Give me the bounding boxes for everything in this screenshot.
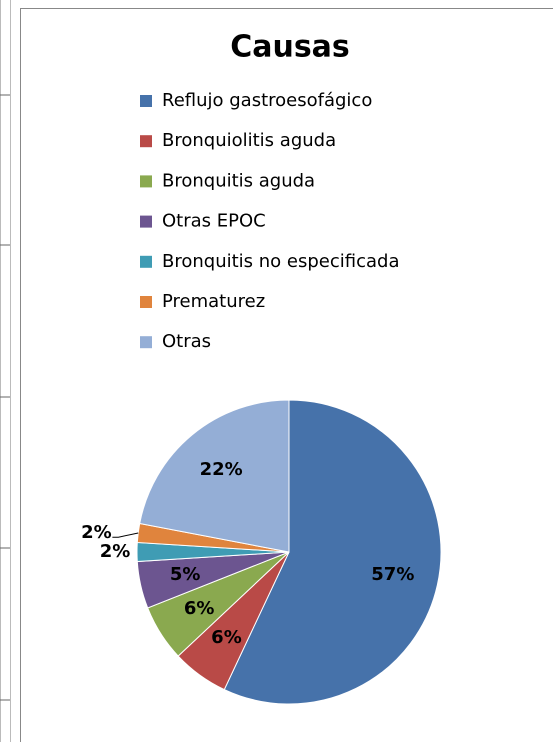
legend-swatch: [140, 135, 152, 147]
data-label: 6%: [211, 627, 242, 648]
legend-label: Otras: [162, 331, 211, 352]
legend-label: Prematurez: [162, 291, 265, 312]
legend-label: Bronquitis no especificada: [162, 251, 399, 272]
data-label: 6%: [184, 598, 215, 619]
legend-label: Bronquiolitis aguda: [162, 130, 336, 151]
chart-title: Causas: [230, 30, 350, 65]
legend-swatch: [140, 296, 152, 308]
data-label: 57%: [371, 564, 414, 585]
legend-swatch: [140, 216, 152, 228]
data-label: 5%: [170, 564, 201, 585]
data-label: 22%: [200, 459, 243, 480]
legend-label: Bronquitis aguda: [162, 170, 315, 191]
data-label: 2%: [100, 541, 131, 562]
frame-strip: [1, 0, 11, 742]
data-label: 2%: [81, 522, 112, 543]
legend-swatch: [140, 256, 152, 268]
legend-swatch: [140, 95, 152, 107]
legend-label: Reflujo gastroesofágico: [162, 90, 372, 111]
legend-label: Otras EPOC: [162, 211, 266, 232]
legend-swatch: [140, 175, 152, 187]
legend-swatch: [140, 336, 152, 348]
